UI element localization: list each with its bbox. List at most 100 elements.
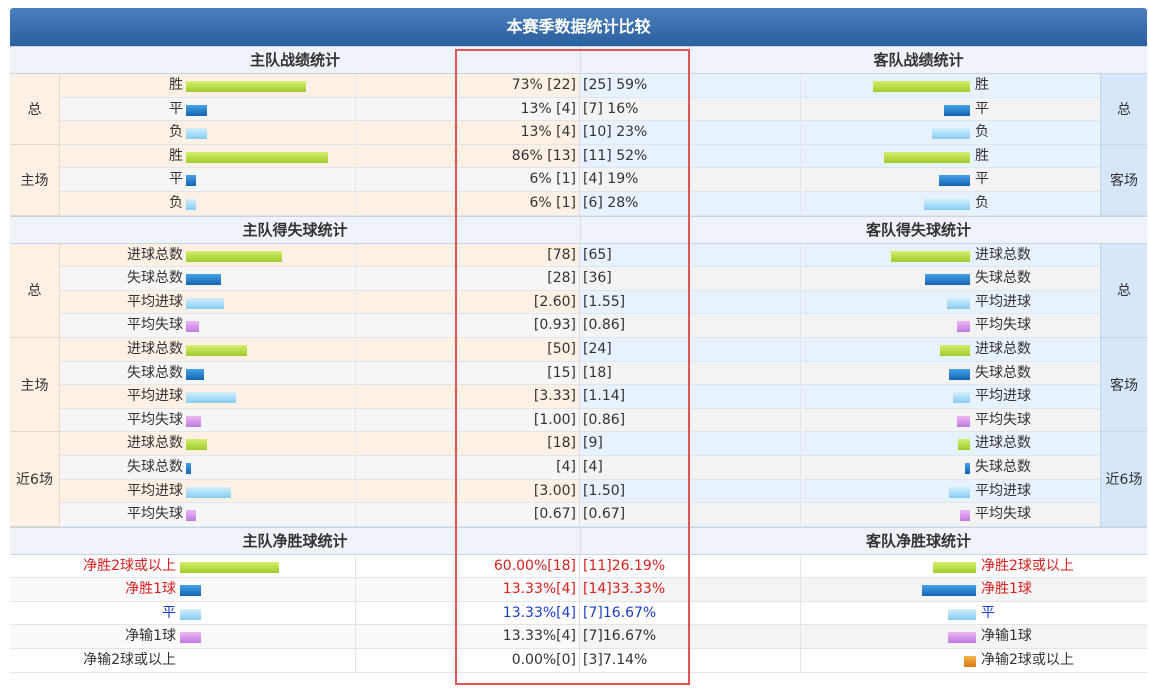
divider <box>579 625 580 649</box>
table-row: 净胜2球或以上 60.00%[18] [11]26.19% 净胜2球或以上 <box>10 554 1147 579</box>
table-row: 平 6% [1] [4] 19% 平 <box>10 168 1147 192</box>
divider <box>800 408 801 432</box>
divider <box>355 432 356 455</box>
away-stat-bar <box>944 104 970 116</box>
home-section-title: 主队净胜球统计 <box>242 531 348 550</box>
home-stat-value: [0.93] <box>533 317 576 334</box>
home-stat-value: [2.60] <box>533 293 576 310</box>
home-category-label: 主场 <box>10 144 60 216</box>
home-stat-bar <box>186 462 191 474</box>
home-cell <box>10 554 580 578</box>
away-stat-bar <box>958 439 970 451</box>
away-cell <box>580 243 1100 267</box>
divider <box>355 361 356 385</box>
divider <box>579 314 580 337</box>
home-stat-label: 平均失球 <box>127 411 183 428</box>
divider <box>579 554 580 578</box>
home-stat-value: 0.00%[0] <box>511 652 576 669</box>
divider <box>579 191 580 215</box>
away-cell <box>580 267 1100 290</box>
away-stat-bar <box>964 656 976 668</box>
home-stat-value: [4] <box>556 458 576 475</box>
away-stat-bar <box>924 198 970 210</box>
away-stat-label: 负 <box>975 194 989 211</box>
away-stat-bar <box>957 321 970 333</box>
divider <box>579 578 580 601</box>
home-stat-label: 平 <box>169 100 183 117</box>
section-header-middle <box>580 47 690 74</box>
away-stat-value: [14]33.33% <box>583 581 666 598</box>
divider <box>800 554 801 578</box>
away-cell <box>580 314 1100 337</box>
divider <box>800 290 801 314</box>
home-stat-value: [28] <box>547 270 576 287</box>
away-cell <box>580 144 1100 168</box>
away-section-title: 客队得失球统计 <box>865 220 971 239</box>
away-stat-label: 平均失球 <box>975 411 1031 428</box>
section-header-goals: 主队得失球统计 客队得失球统计 <box>10 215 1147 244</box>
stat-group: 进球总数 [50] [24] 进球总数 失球总数 [15] [18] 失球总数 平均进球 [3.3… <box>10 337 1147 433</box>
home-stat-value: [3.00] <box>533 482 576 499</box>
divider <box>579 385 580 408</box>
away-stat-value: [3]7.14% <box>583 652 648 669</box>
away-stat-value: [1.50] <box>583 482 626 499</box>
table-row: 净胜1球 13.33%[4] [14]33.33% 净胜1球 <box>10 578 1147 602</box>
home-stat-value: 73% [22] <box>511 77 576 93</box>
divider <box>355 385 356 408</box>
divider <box>579 503 580 526</box>
away-stat-label: 平均失球 <box>975 317 1031 334</box>
home-category-label: 总 <box>10 243 60 338</box>
away-stat-bar <box>948 632 976 644</box>
away-stat-value: [1.14] <box>583 388 626 405</box>
away-stat-bar <box>884 151 970 163</box>
home-stat-value: 13.33%[4] <box>502 581 576 598</box>
table-row: 负 13% [4] [10] 23% 负 <box>10 121 1147 145</box>
away-cell <box>580 649 1147 672</box>
home-cell <box>10 625 580 649</box>
divider <box>800 432 801 455</box>
divider <box>800 503 801 526</box>
divider <box>579 290 580 314</box>
away-stat-label: 胜 <box>975 147 989 164</box>
table-row: 平均进球 [3.33] [1.14] 平均进球 <box>10 385 1147 409</box>
table-row: 胜 86% [13] [11] 52% 胜 <box>10 144 1147 169</box>
home-stat-label: 胜 <box>169 147 183 164</box>
divider <box>579 361 580 385</box>
divider <box>800 168 801 191</box>
divider <box>355 455 356 479</box>
away-stat-label: 净输2球或以上 <box>981 652 1074 669</box>
away-stat-label: 平 <box>975 100 989 117</box>
away-stat-label: 进球总数 <box>975 340 1031 357</box>
divider <box>800 121 801 144</box>
away-stat-label: 进球总数 <box>975 435 1031 452</box>
divider <box>579 432 580 455</box>
home-category-label: 主场 <box>10 337 60 433</box>
home-stat-label: 平均进球 <box>127 388 183 405</box>
home-section-title: 主队得失球统计 <box>242 220 348 239</box>
home-stat-value: 86% [13] <box>511 147 576 164</box>
home-stat-bar <box>186 175 196 187</box>
home-stat-value: 13% [4] <box>520 124 576 141</box>
away-cell <box>580 337 1100 361</box>
home-stat-label: 失球总数 <box>127 458 183 475</box>
away-stat-label: 平 <box>981 604 995 621</box>
home-stat-value: 13% [4] <box>520 100 576 117</box>
divider <box>800 243 801 267</box>
home-stat-bar <box>186 486 231 498</box>
divider <box>800 74 801 97</box>
away-stat-value: [36] <box>583 270 612 287</box>
home-stat-label: 进球总数 <box>127 246 183 263</box>
divider <box>355 408 356 432</box>
home-stat-bar <box>186 439 207 451</box>
home-stat-value: [18] <box>547 435 576 452</box>
divider <box>355 267 356 290</box>
home-stat-label: 净输2球或以上 <box>83 652 176 669</box>
stat-group: 进球总数 [18] [9] 进球总数 失球总数 [4] [4] 失球总数 平均进球 [3.00] [… <box>10 432 1147 527</box>
away-stat-label: 平 <box>975 171 989 188</box>
home-stat-label: 负 <box>169 124 183 141</box>
home-stat-label: 进球总数 <box>127 340 183 357</box>
home-section-title: 主队战绩统计 <box>249 51 340 69</box>
home-stat-value: [0.67] <box>533 506 576 523</box>
away-cell <box>580 578 1147 601</box>
away-stat-label: 负 <box>975 124 989 141</box>
